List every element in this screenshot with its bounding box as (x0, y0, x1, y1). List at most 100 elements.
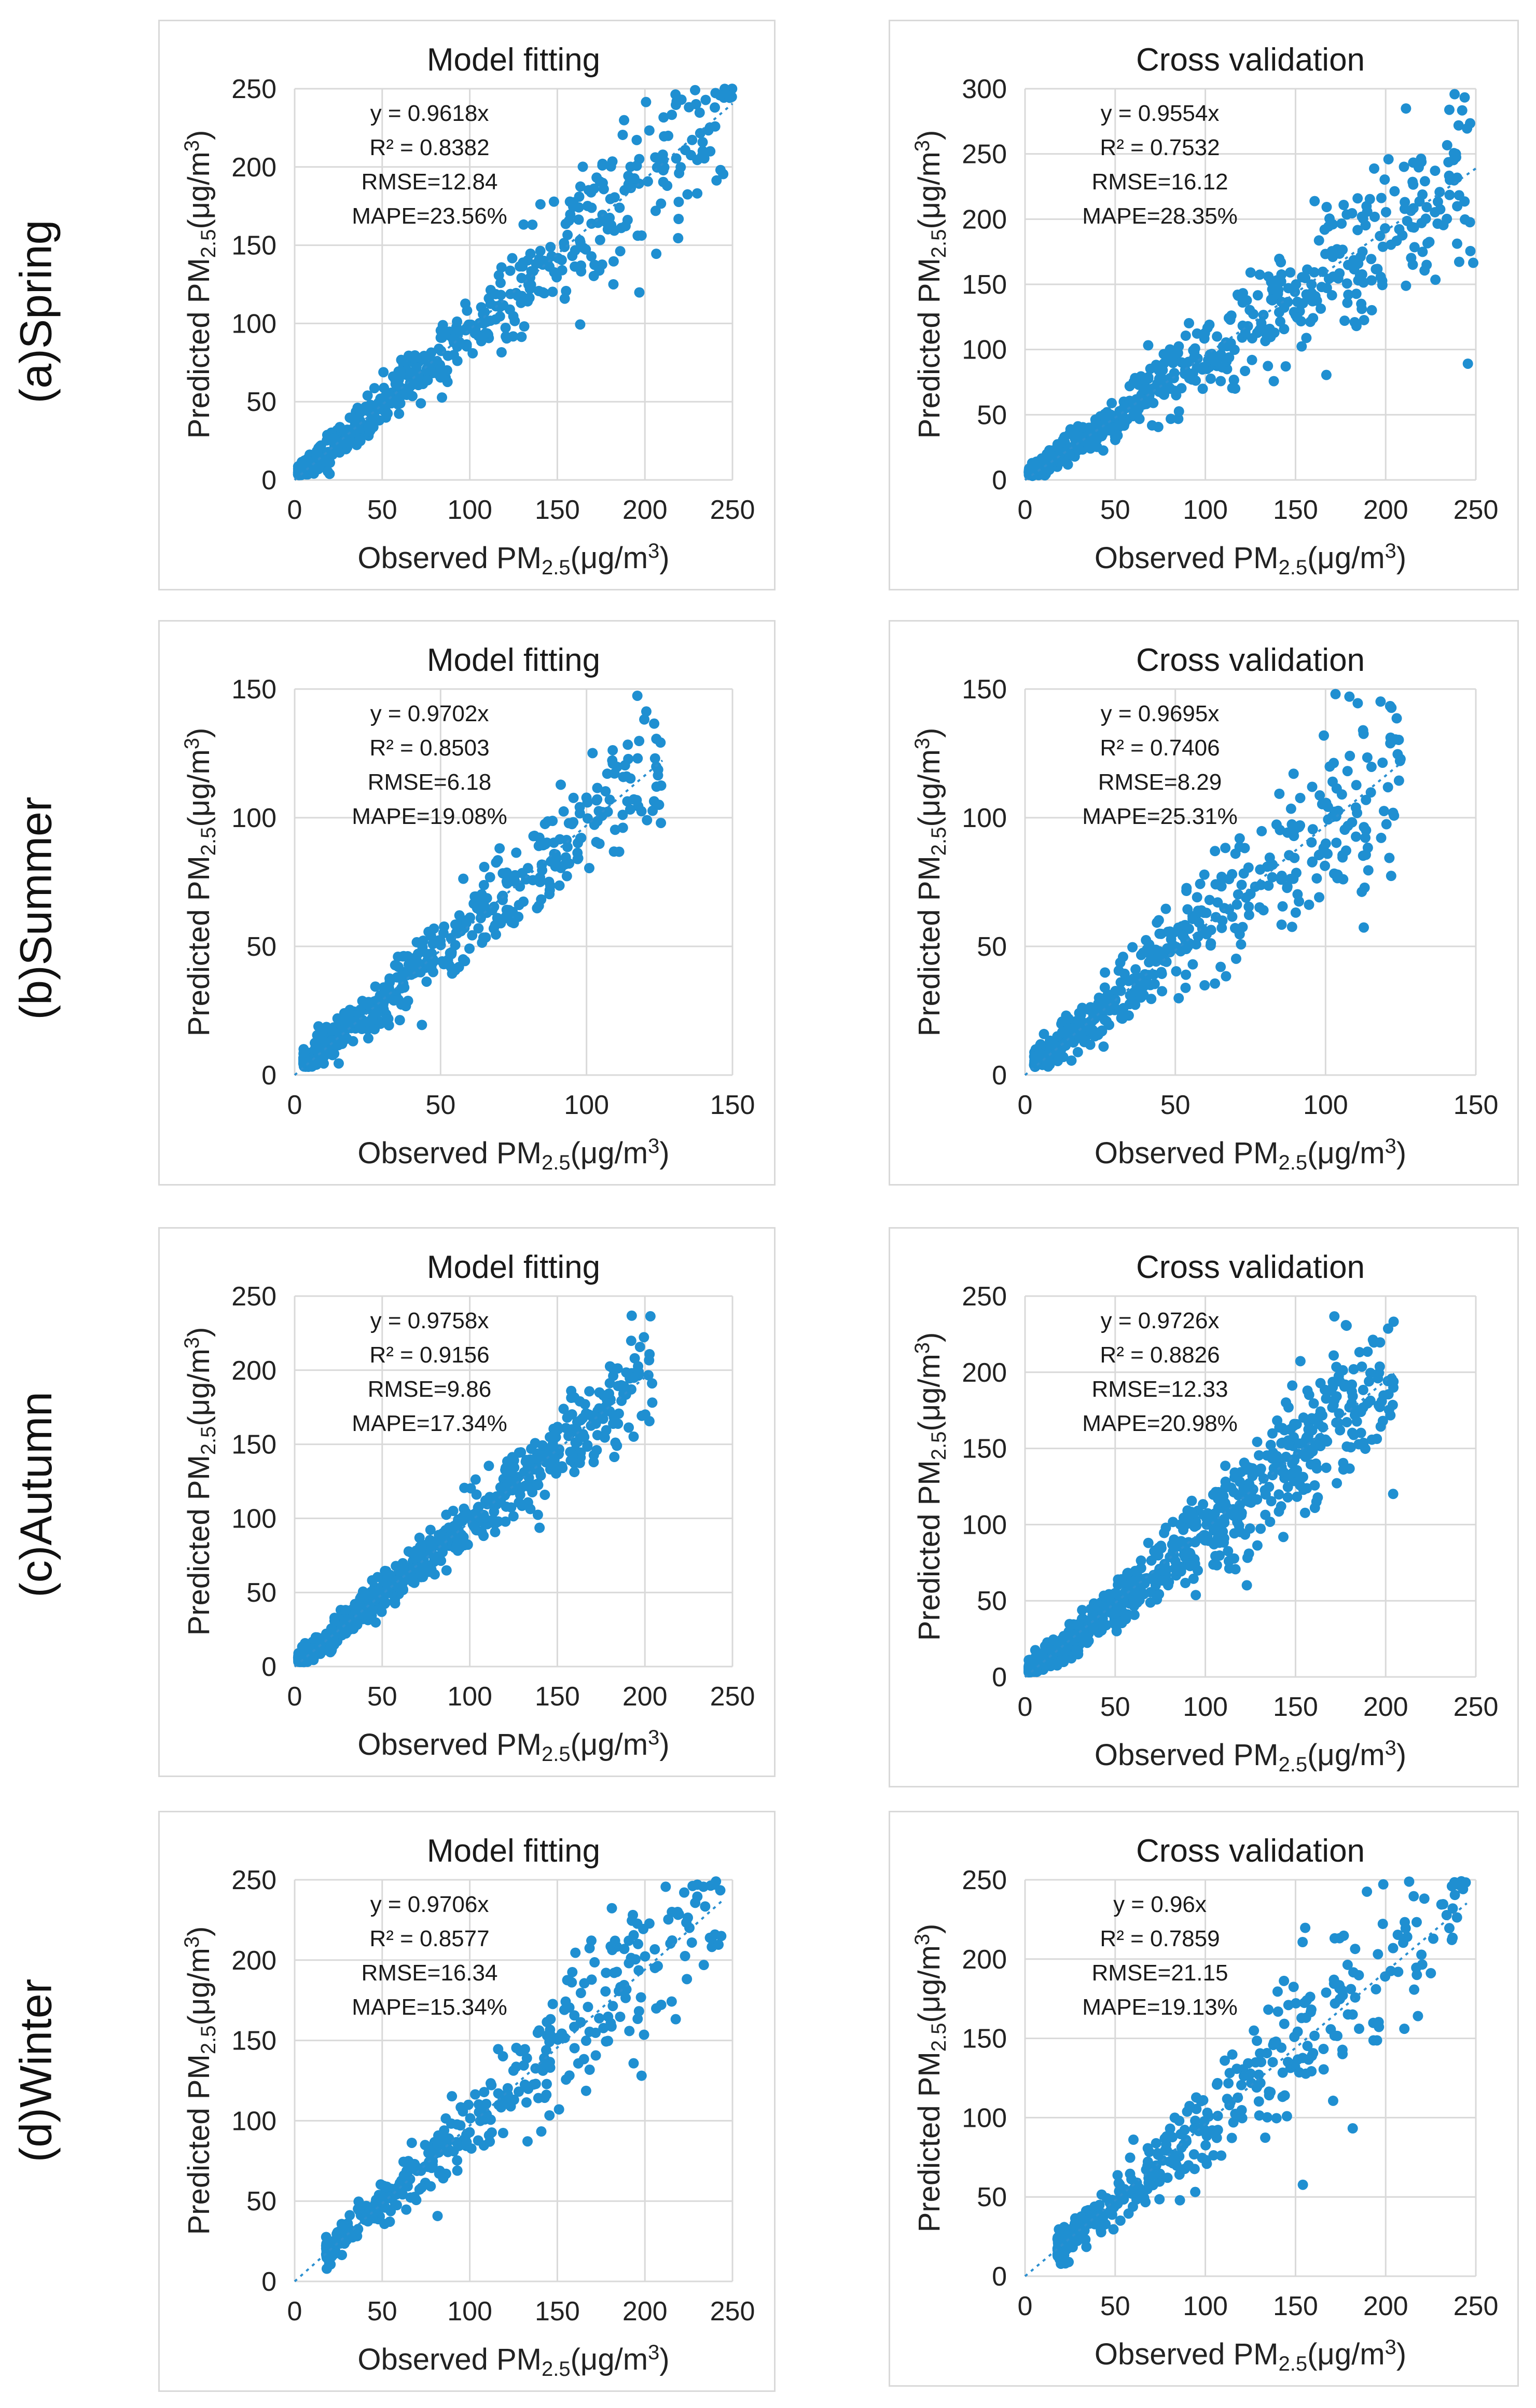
data-point (1454, 256, 1464, 267)
data-point (1134, 414, 1145, 424)
data-point (435, 363, 446, 374)
y-axis-label: Predicted PM2.5(μg/m3) (911, 130, 950, 439)
data-point (1277, 2067, 1288, 2078)
data-point (1143, 340, 1154, 351)
season-label-spring: (a)Spring (11, 219, 61, 403)
data-point (434, 935, 445, 946)
data-point (547, 816, 558, 827)
data-point (1210, 1550, 1221, 1561)
data-point (639, 714, 650, 725)
data-point (1265, 1439, 1276, 1450)
data-point (649, 718, 660, 729)
data-point (574, 808, 585, 819)
x-axis-label-main: Observed PM (1095, 541, 1279, 575)
data-point (1321, 1987, 1332, 1998)
stat-annotation: R² = 0.9156 (369, 1342, 489, 1368)
data-point (586, 251, 597, 262)
data-point (1234, 833, 1245, 844)
data-point (561, 871, 572, 882)
y-axis-label-unit-sup: 3 (181, 1936, 203, 1948)
data-point (1115, 2215, 1126, 2226)
data-point (617, 129, 628, 140)
data-point (1375, 230, 1386, 241)
data-point (632, 1938, 643, 1949)
x-axis-label-unit-sup: 3 (648, 2341, 659, 2364)
data-point (1453, 120, 1464, 131)
data-point (1319, 730, 1330, 741)
data-point (363, 421, 374, 432)
y-axis-label-main: Predicted PM (912, 856, 946, 1036)
data-point (690, 1897, 701, 1908)
data-point (1169, 927, 1180, 938)
data-point (1385, 1410, 1396, 1421)
data-point (527, 219, 538, 230)
data-point (458, 873, 469, 884)
data-point (636, 806, 647, 817)
x-axis-label-unit-close: ) (1396, 1738, 1406, 1772)
data-point (1279, 2018, 1290, 2029)
x-tick-label: 150 (1273, 2291, 1318, 2321)
data-point (406, 2137, 417, 2148)
data-point (1406, 253, 1417, 264)
data-point (370, 981, 381, 992)
data-point (608, 1418, 619, 1429)
data-point (1099, 1602, 1110, 1613)
data-point (1444, 170, 1455, 181)
data-point (558, 1403, 569, 1414)
data-point (1389, 186, 1400, 197)
data-point (623, 1422, 634, 1433)
data-point (1267, 2057, 1278, 2068)
data-point (1348, 1967, 1359, 1978)
data-point (1088, 1613, 1099, 1623)
data-point (695, 128, 705, 139)
x-tick-label: 0 (1018, 1692, 1033, 1722)
data-point (483, 1461, 494, 1471)
data-point (502, 2083, 513, 2094)
data-point (1366, 305, 1377, 315)
data-point (1300, 1451, 1311, 1462)
data-point (575, 319, 586, 330)
data-point (1087, 1015, 1098, 1026)
data-point (1331, 783, 1342, 794)
data-point (508, 1511, 519, 1522)
data-point (541, 1457, 551, 1468)
data-point (1171, 2160, 1182, 2171)
data-point (516, 272, 527, 283)
data-point (673, 197, 684, 208)
data-point (600, 214, 611, 225)
data-point (1191, 1590, 1201, 1601)
data-point (1101, 415, 1112, 425)
data-point (1305, 317, 1316, 327)
data-point (1262, 2112, 1272, 2123)
data-point (1285, 803, 1296, 814)
x-tick-label: 100 (447, 1682, 492, 1712)
data-point (1289, 831, 1299, 842)
x-tick-label: 100 (447, 495, 492, 525)
data-point (659, 162, 670, 173)
data-point (528, 831, 539, 842)
data-point (363, 1000, 373, 1011)
data-point (716, 1931, 727, 1942)
data-point (1263, 2004, 1274, 2015)
data-point (1256, 2057, 1267, 2068)
data-point (1199, 869, 1210, 880)
data-point (1205, 373, 1216, 384)
data-point (533, 1480, 544, 1491)
data-point (544, 261, 555, 272)
data-point (1358, 1384, 1368, 1395)
data-point (609, 225, 620, 236)
data-point (1243, 910, 1254, 920)
data-point (1358, 725, 1368, 736)
data-point (1286, 921, 1297, 932)
data-point (568, 197, 579, 208)
data-point (460, 325, 471, 336)
data-point (425, 1524, 436, 1535)
data-point (1307, 1446, 1318, 1457)
data-point (1307, 296, 1318, 307)
data-point (697, 137, 708, 148)
data-point (1329, 1974, 1339, 1985)
data-point (612, 762, 622, 773)
data-point (1311, 873, 1322, 884)
data-point (496, 262, 507, 273)
data-point (660, 1881, 671, 1892)
